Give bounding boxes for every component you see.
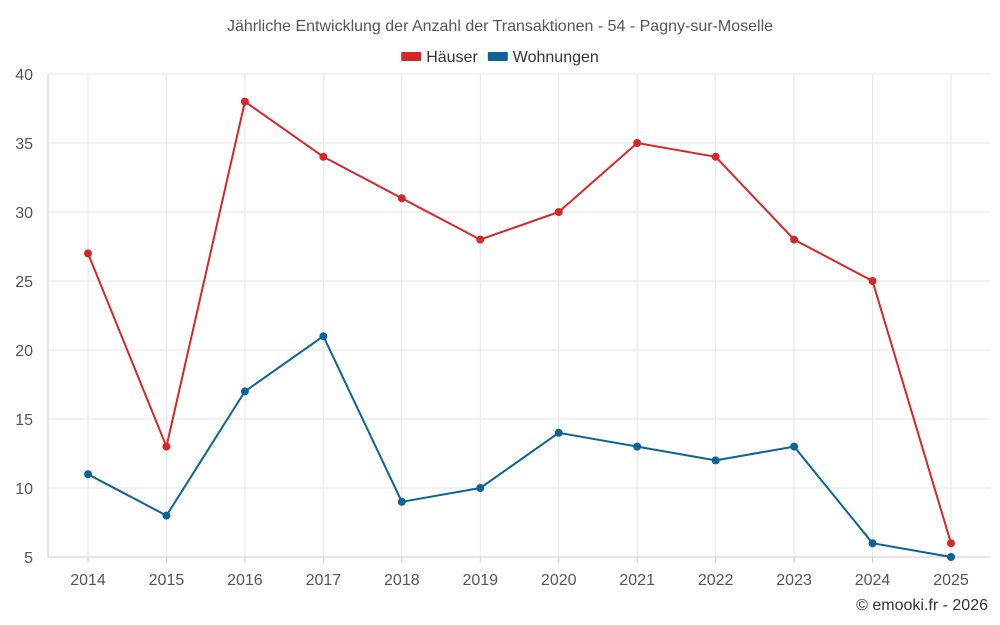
y-axis: 5 10 15 20 25 30 35 40 — [15, 67, 49, 567]
x-tick-label: 2022 — [698, 572, 734, 589]
x-axis: 2014 2015 2016 2017 2018 2019 2020 2021 2022 2023… — [48, 556, 990, 589]
x-tick-label: 2019 — [462, 572, 498, 589]
x-tick-label: 2020 — [541, 572, 577, 589]
series-line — [87, 100, 952, 544]
data-point[interactable] — [319, 152, 328, 161]
y-tick-label: 25 — [15, 274, 33, 291]
x-tick-label: 2015 — [149, 572, 185, 589]
y-tick-label: 15 — [15, 412, 33, 429]
x-tick-label: 2014 — [70, 572, 106, 589]
data-point[interactable] — [711, 456, 720, 465]
data-point[interactable] — [633, 442, 642, 451]
data-point[interactable] — [790, 235, 799, 244]
x-tick-label: 2025 — [933, 572, 969, 589]
data-point[interactable] — [554, 428, 563, 437]
credit-label: © emooki.fr - 2026 — [856, 597, 988, 614]
series-2 — [84, 332, 955, 561]
data-point[interactable] — [790, 442, 799, 451]
x-tick-label: 2018 — [384, 572, 420, 589]
x-tick-label: 2021 — [619, 572, 655, 589]
grid — [48, 73, 990, 557]
y-tick-label: 30 — [15, 205, 33, 222]
legend-swatch — [487, 52, 508, 61]
x-tick-label: 2016 — [227, 572, 263, 589]
x-tick-label: 2017 — [306, 572, 342, 589]
data-point[interactable] — [397, 497, 406, 506]
data-point[interactable] — [711, 152, 720, 161]
series-1 — [84, 97, 955, 548]
data-point[interactable] — [240, 387, 249, 396]
y-tick-label: 20 — [15, 343, 33, 360]
y-tick-label: 10 — [15, 481, 33, 498]
data-point[interactable] — [240, 97, 249, 106]
legend-label: Wohnungen — [513, 49, 599, 66]
series-layer — [84, 97, 955, 561]
data-point[interactable] — [947, 539, 955, 548]
x-tick-label: 2023 — [776, 572, 812, 589]
data-point[interactable] — [162, 511, 171, 520]
legend-swatch — [401, 52, 422, 61]
y-tick-label: 40 — [15, 67, 33, 84]
data-point[interactable] — [947, 553, 955, 561]
data-point[interactable] — [476, 484, 485, 492]
data-point[interactable] — [868, 539, 877, 548]
data-point[interactable] — [397, 194, 406, 203]
legend-label: Häuser — [426, 49, 478, 66]
data-point[interactable] — [319, 332, 328, 341]
y-tick-label: 5 — [24, 550, 33, 567]
data-point[interactable] — [554, 208, 563, 216]
series-line — [87, 335, 952, 558]
data-point[interactable] — [633, 139, 642, 147]
data-point[interactable] — [84, 249, 92, 258]
x-tick-label: 2024 — [855, 572, 891, 589]
data-point[interactable] — [476, 235, 485, 244]
data-point[interactable] — [84, 470, 92, 479]
y-tick-label: 35 — [15, 136, 33, 153]
data-point[interactable] — [162, 442, 171, 451]
data-point[interactable] — [868, 277, 877, 285]
chart-title: Jährliche Entwicklung der Anzahl der Tra… — [227, 18, 773, 35]
legend: Häuser Wohnungen — [401, 49, 599, 66]
